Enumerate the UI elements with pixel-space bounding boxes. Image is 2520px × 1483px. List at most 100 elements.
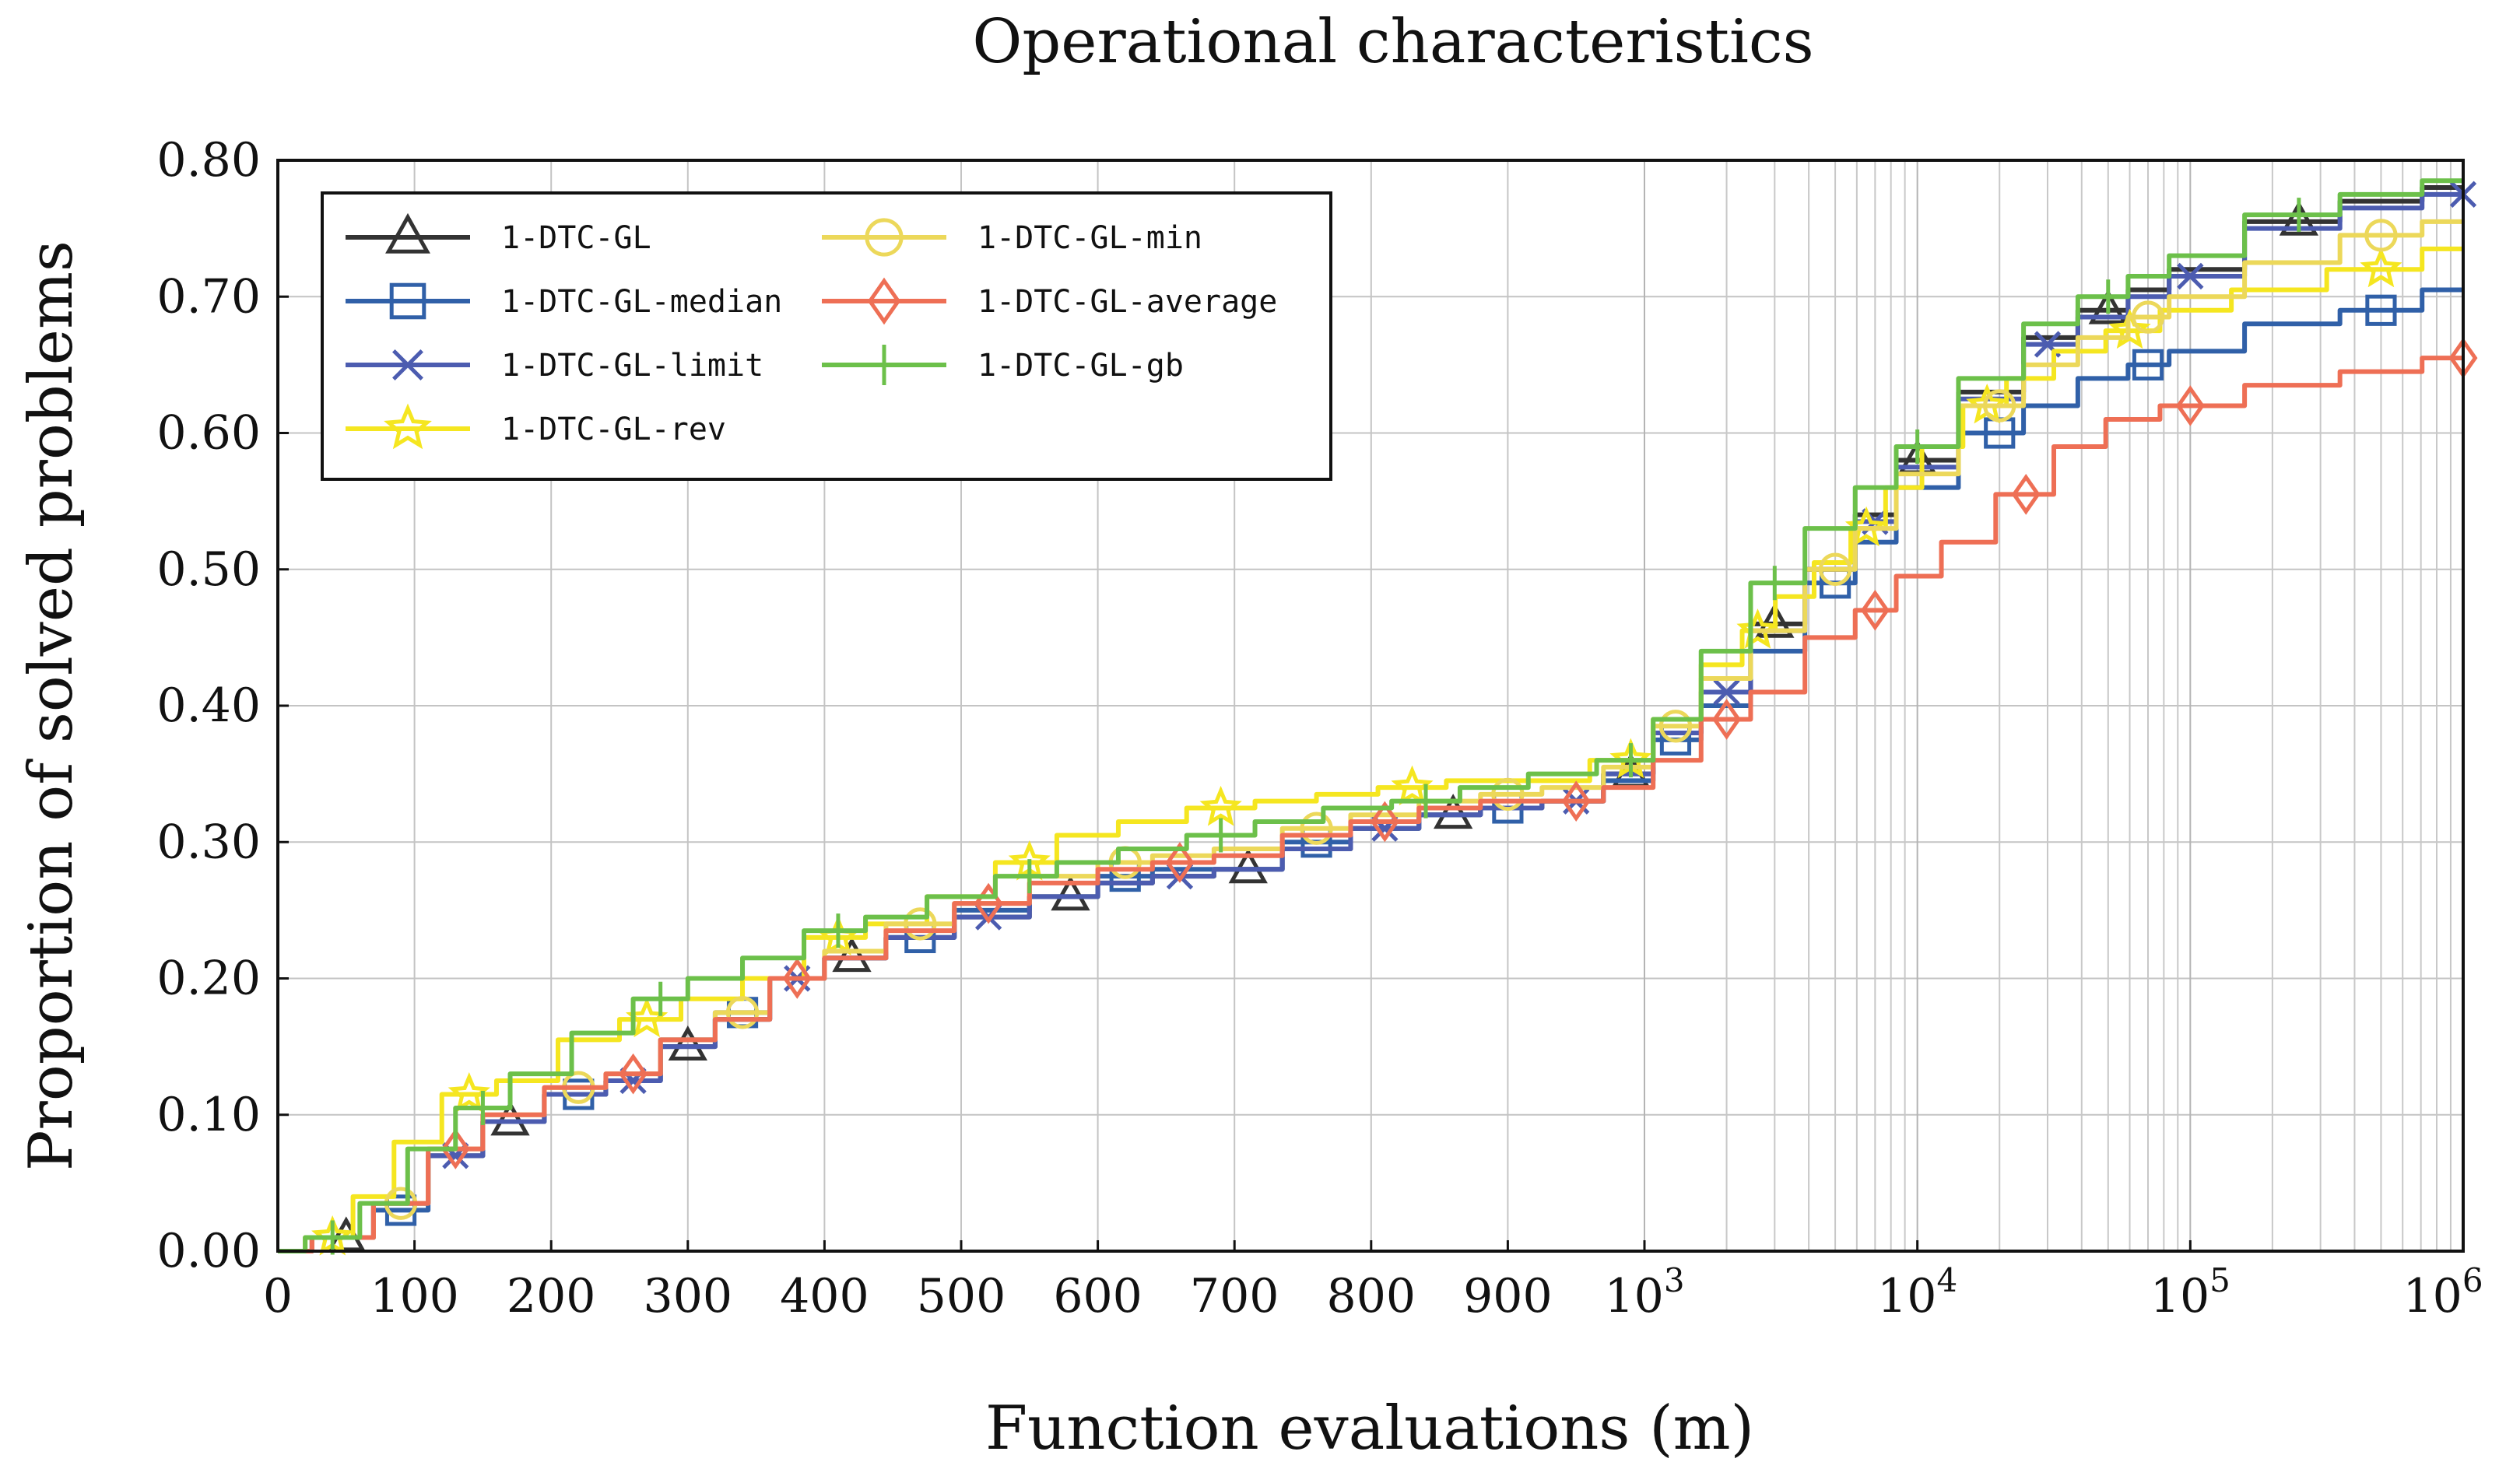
data-point	[1900, 429, 1935, 465]
data-point	[490, 1100, 530, 1136]
legend-entry: 1-DTC-GL-limit	[346, 348, 763, 384]
data-point	[1228, 848, 1268, 884]
series-1-dtc-gl-gb	[278, 178, 2463, 1255]
data-point	[465, 1090, 500, 1125]
y-tick-label: 0.70	[156, 269, 261, 324]
data-point	[668, 1025, 707, 1061]
series-line	[278, 356, 2463, 1253]
data-point	[1755, 602, 1795, 638]
legend-label: 1-DTC-GL	[501, 220, 651, 256]
data-point	[619, 1053, 648, 1095]
legend-label: 1-DTC-GL-rev	[501, 412, 726, 447]
data-point	[1199, 785, 1242, 826]
legend-label: 1-DTC-GL-average	[977, 284, 1277, 320]
data-point	[1613, 743, 1648, 778]
x-tick-label: 900	[1463, 1269, 1553, 1323]
x-tick-label-log: 103	[1604, 1261, 1684, 1323]
data-point	[1736, 608, 1779, 649]
data-point	[1818, 552, 1852, 586]
data-point	[1370, 801, 1399, 843]
data-point	[782, 958, 812, 999]
data-point	[2360, 247, 2402, 288]
legend-entry: 1-DTC-GL-median	[346, 282, 782, 320]
legend-marker	[385, 212, 430, 254]
data-point	[2132, 349, 2164, 380]
x-tick-label: 700	[1190, 1269, 1279, 1323]
x-tick-label: 800	[1327, 1269, 1416, 1323]
data-point	[2131, 300, 2165, 334]
data-point	[1012, 859, 1047, 894]
x-tick-label: 600	[1053, 1269, 1142, 1323]
x-tick-label-log: 104	[1877, 1261, 1957, 1323]
y-tick-label: 0.60	[156, 406, 261, 461]
legend-entry: 1-DTC-GL-rev	[346, 403, 726, 450]
data-point	[440, 1128, 470, 1169]
y-tick-label: 0.20	[156, 952, 261, 1006]
data-point	[1860, 589, 1890, 631]
x-tick-label-log: 106	[2402, 1261, 2483, 1323]
x-tick-label: 400	[780, 1269, 869, 1323]
data-point	[315, 1220, 350, 1255]
legend-marker	[389, 282, 426, 320]
data-point	[1051, 875, 1090, 911]
axis-tick-labels: 0.00 0.10 0.20 0.30 0.40 0.50 0.60 0.70 0.80 0 100…	[156, 133, 2483, 1323]
x-tick-label: 500	[917, 1269, 1006, 1323]
data-point	[1561, 780, 1591, 822]
data-point	[2177, 262, 2204, 290]
data-point	[832, 937, 872, 973]
data-point	[1983, 389, 2016, 422]
x-tick-label: 100	[370, 1269, 459, 1323]
y-tick-label: 0.00	[156, 1224, 261, 1278]
data-point	[1658, 710, 1693, 743]
data-point	[1165, 842, 1195, 883]
x-axis-label: Function evaluations (m)	[985, 1394, 1754, 1464]
legend-marker	[865, 218, 904, 257]
data-point	[1433, 794, 1473, 829]
series-lines	[278, 178, 2478, 1256]
data-point	[820, 913, 855, 948]
data-point	[2364, 219, 2398, 252]
data-point	[1712, 699, 1742, 740]
x-tick-label: 0	[263, 1269, 293, 1323]
y-tick-label: 0.80	[156, 133, 261, 188]
data-point	[904, 907, 937, 941]
legend-marker	[392, 349, 423, 380]
series-line	[278, 178, 2463, 1253]
legend-marker	[384, 403, 432, 450]
data-point	[2088, 289, 2128, 324]
data-point	[447, 1072, 491, 1113]
data-point	[2090, 279, 2125, 314]
x-tick-label: 200	[507, 1269, 596, 1323]
data-point	[1300, 812, 1333, 845]
y-tick-label: 0.30	[156, 815, 261, 869]
data-point	[1491, 777, 1525, 812]
data-point	[2175, 385, 2205, 426]
data-point	[2365, 294, 2397, 326]
y-tick-label: 0.40	[156, 678, 261, 733]
chart-title: Operational characteristics	[972, 7, 1813, 77]
legend-entry: 1-DTC-GL	[346, 212, 651, 256]
data-point	[1713, 678, 1740, 706]
x-tick-label: 300	[644, 1269, 733, 1323]
legend-entry: 1-DTC-GL-average	[822, 277, 1277, 325]
legend-box	[321, 191, 1332, 481]
legend: 1-DTC-GL 1-DTC-GL-median 1-DTC-GL-limit 1-D…	[321, 191, 1332, 481]
data-point	[1391, 765, 1434, 806]
y-tick-label: 0.10	[156, 1088, 261, 1142]
x-tick-label-log: 105	[2150, 1261, 2230, 1323]
legend-label: 1-DTC-GL-median	[501, 284, 782, 320]
legend-label: 1-DTC-GL-limit	[501, 348, 763, 384]
legend-label: 1-DTC-GL-gb	[977, 348, 1184, 384]
data-point	[2279, 200, 2319, 236]
legend-marker	[867, 277, 901, 325]
data-point	[1203, 818, 1238, 853]
data-point	[1757, 566, 1792, 601]
data-point	[643, 981, 678, 1016]
legend-entry: 1-DTC-GL-gb	[822, 345, 1184, 385]
legend-marker	[864, 345, 904, 385]
data-point	[725, 996, 760, 1029]
data-point	[2281, 198, 2316, 233]
y-tick-label: 0.50	[156, 542, 261, 597]
data-point	[1409, 784, 1444, 819]
